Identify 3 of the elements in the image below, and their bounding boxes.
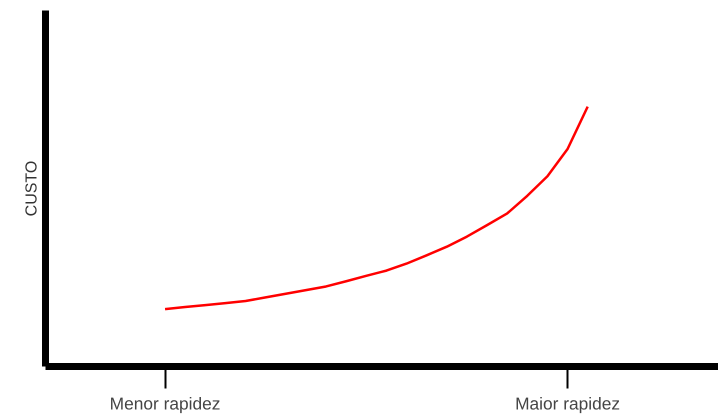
x-tick-label: Menor rapidez (110, 394, 220, 414)
x-tick-label: Maior rapidez (515, 394, 620, 414)
y-axis-title: CUSTO (24, 160, 40, 216)
